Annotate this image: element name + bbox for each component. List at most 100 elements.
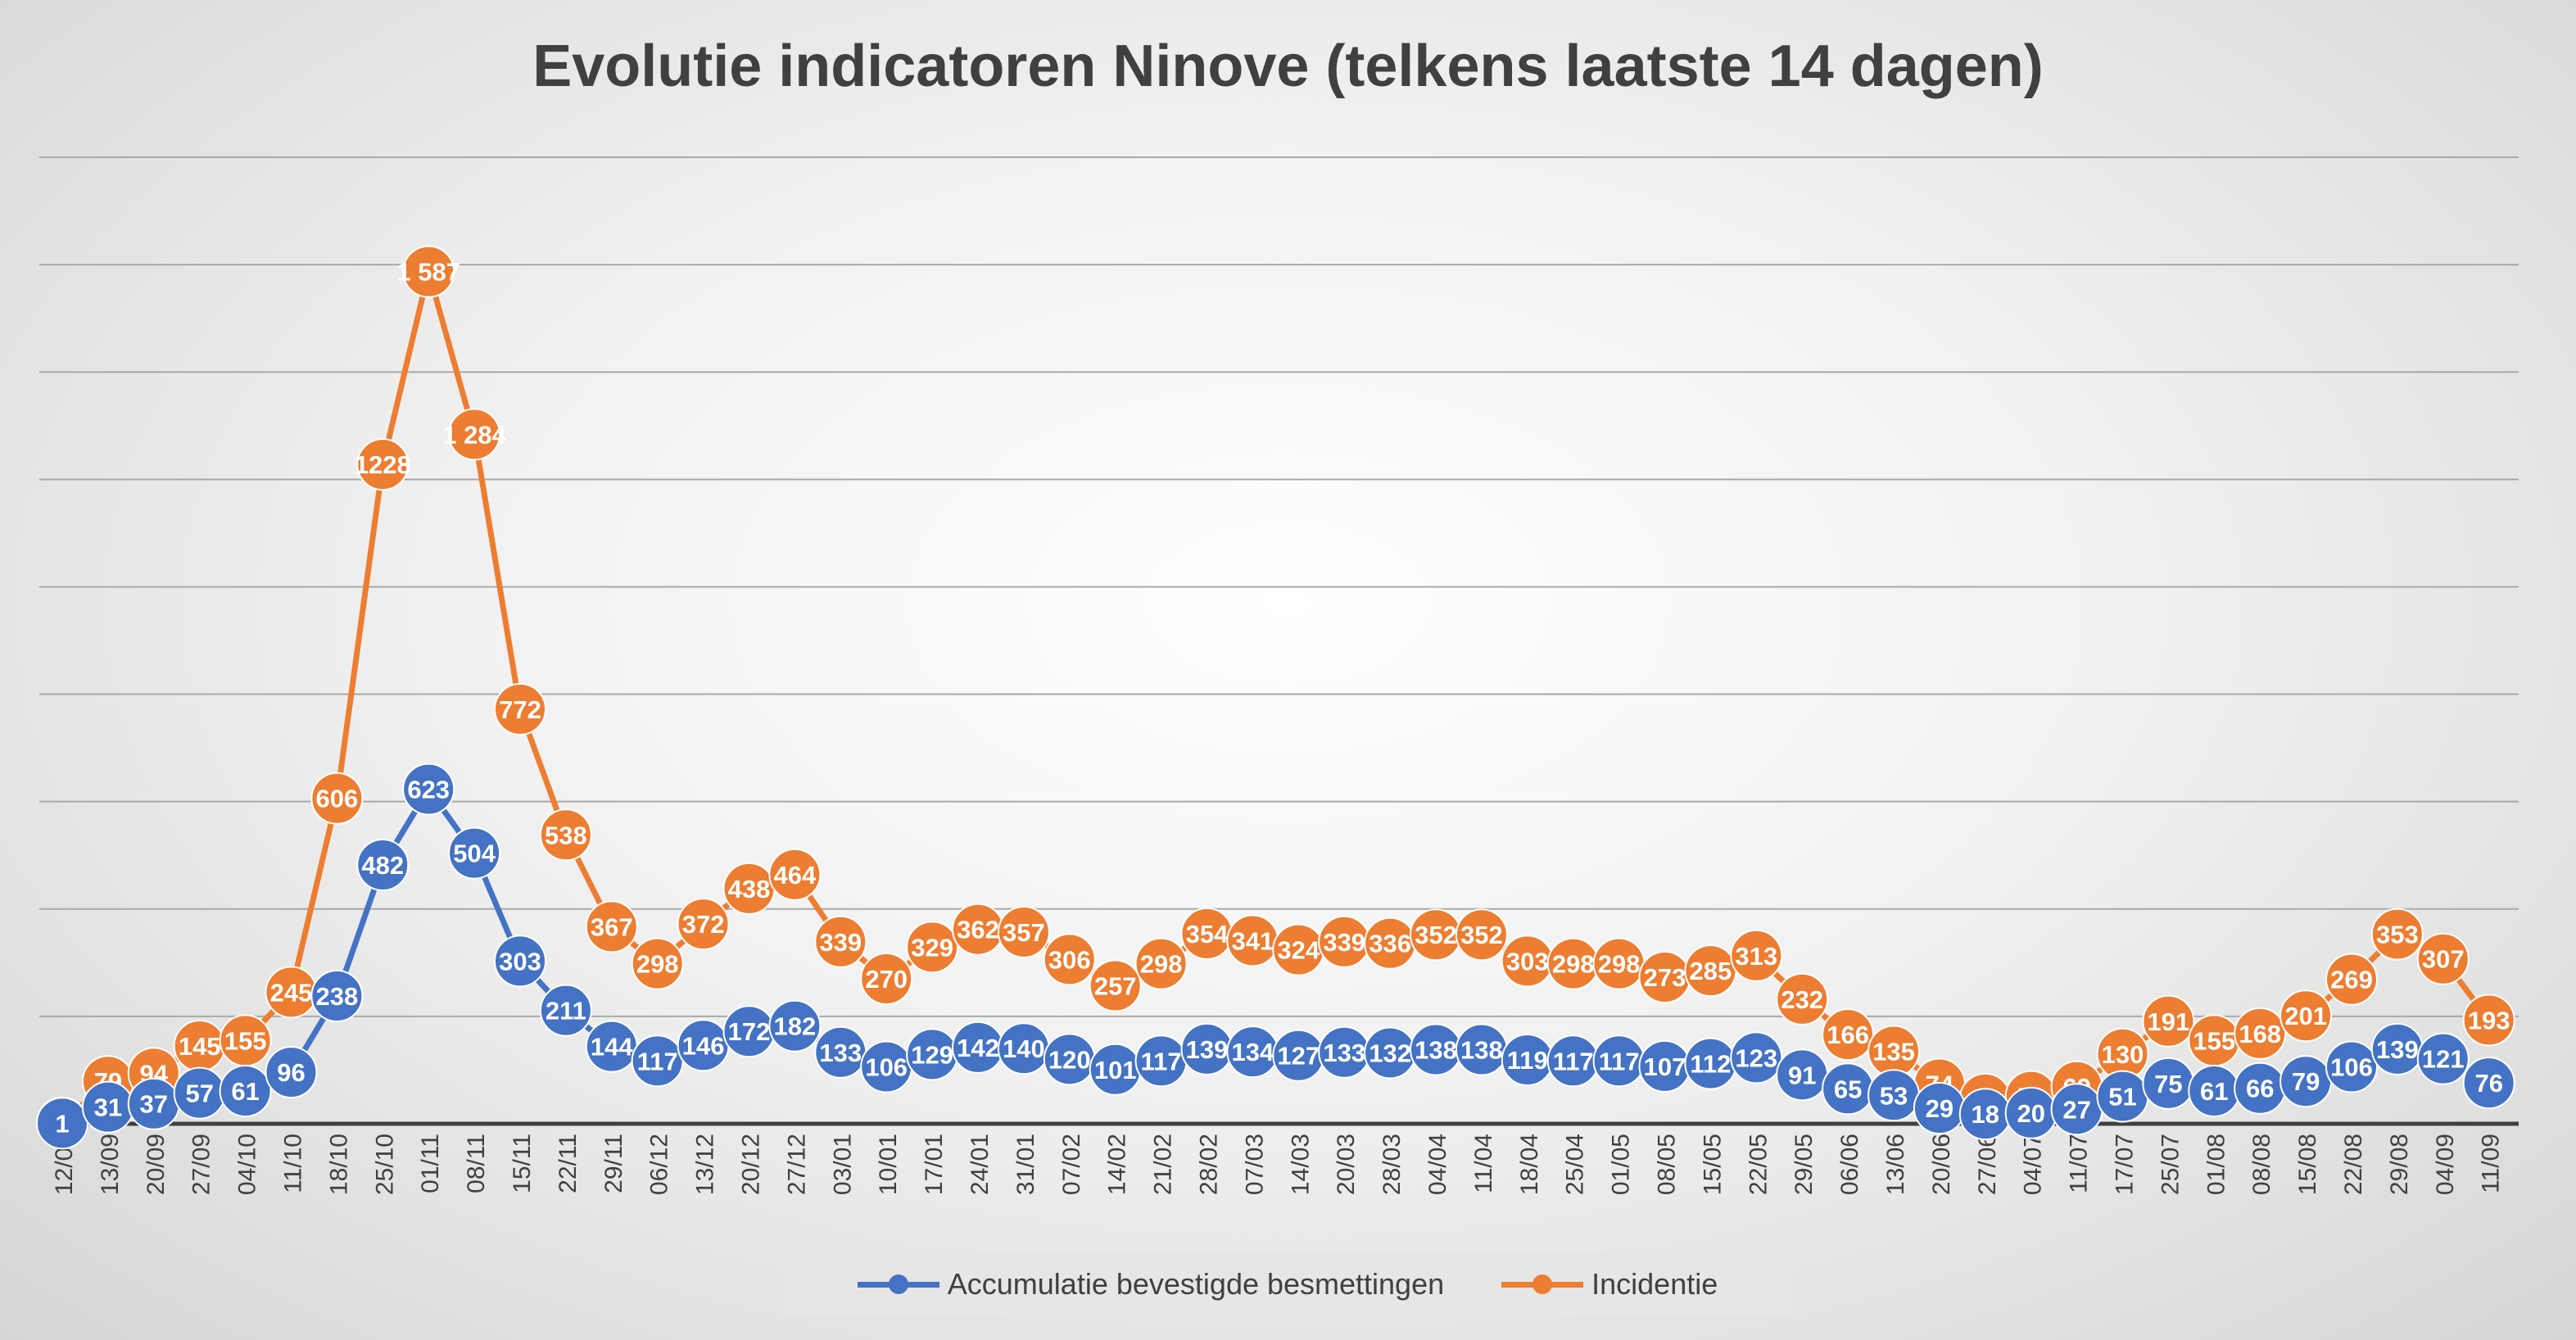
x-tick-label: 28/03 <box>1379 1134 1406 1195</box>
data-point <box>1455 908 1508 962</box>
data-label: 504 <box>453 840 496 868</box>
data-point <box>219 1065 272 1118</box>
data-point <box>2416 1032 2470 1085</box>
data-label: 464 <box>774 861 817 890</box>
x-tick-label: 06/12 <box>646 1134 673 1195</box>
data-label: 139 <box>1186 1035 1229 1064</box>
data-point <box>2234 1007 2287 1060</box>
x-tick-label: 10/01 <box>875 1134 902 1195</box>
x-tick-label: 04/09 <box>2432 1134 2459 1195</box>
data-point <box>1730 1031 1783 1084</box>
data-point <box>539 984 592 1037</box>
data-label: 307 <box>2422 945 2465 974</box>
legend-label-accumulatie: Accumulatie bevestigde besmettingen <box>947 1267 1445 1301</box>
data-label: 329 <box>911 933 953 962</box>
x-tick-label: 14/03 <box>1287 1134 1314 1195</box>
data-label: 1228 <box>355 450 411 479</box>
data-label: 65 <box>1834 1075 1862 1103</box>
x-tick-label: 18/04 <box>1516 1134 1543 1195</box>
data-label: 193 <box>2468 1006 2510 1034</box>
data-point <box>2142 994 2195 1048</box>
data-point <box>997 905 1050 958</box>
data-label: 172 <box>728 1017 771 1046</box>
data-label: 135 <box>1872 1038 1915 1066</box>
data-point <box>2462 1057 2515 1110</box>
data-label: 285 <box>1690 957 1732 985</box>
data-label: 367 <box>591 912 633 941</box>
series-line <box>60 269 2492 1125</box>
data-label: 51 <box>2108 1083 2136 1111</box>
x-tick-label: 11/10 <box>280 1134 307 1193</box>
data-label: 140 <box>1003 1034 1045 1063</box>
data-label: 313 <box>1735 942 1777 971</box>
data-label: 1 <box>55 1109 69 1138</box>
data-point <box>677 898 730 951</box>
x-tick-label: 11/07 <box>2066 1134 2093 1193</box>
data-label: 133 <box>819 1039 862 1067</box>
data-label: 120 <box>1048 1045 1091 1074</box>
data-label: 211 <box>546 997 586 1025</box>
x-tick-label: 28/02 <box>1196 1134 1223 1195</box>
data-point <box>494 935 546 988</box>
data-label: 20 <box>2017 1099 2044 1128</box>
data-point <box>2279 989 2333 1043</box>
data-point <box>265 1046 318 1099</box>
data-label: 306 <box>1048 945 1091 974</box>
x-tick-label: 04/10 <box>234 1134 261 1195</box>
x-tick-label: 25/10 <box>371 1134 398 1195</box>
data-label: 270 <box>865 965 908 994</box>
data-point <box>448 408 501 461</box>
data-label: 336 <box>1369 930 1411 958</box>
data-point <box>2370 908 2424 961</box>
legend-marker-orange-icon <box>1501 1274 1584 1294</box>
data-label: 53 <box>1880 1081 1908 1110</box>
data-label: 353 <box>2376 921 2419 949</box>
x-tick-label: 01/05 <box>1608 1134 1635 1195</box>
data-label: 341 <box>1232 926 1274 955</box>
data-label: 238 <box>316 982 359 1011</box>
x-tick-label: 25/04 <box>1562 1134 1589 1195</box>
data-label: 482 <box>361 851 404 880</box>
data-label: 57 <box>185 1080 213 1108</box>
data-label: 146 <box>682 1031 725 1060</box>
data-label: 127 <box>1277 1042 1320 1071</box>
legend-item-incidentie: Incidentie <box>1501 1267 1718 1302</box>
data-point <box>1043 933 1096 986</box>
data-point <box>1776 972 1829 1025</box>
x-tick-label: 20/12 <box>738 1134 765 1195</box>
data-label: 155 <box>224 1026 267 1055</box>
x-tick-label: 20/09 <box>143 1134 170 1195</box>
x-tick-label: 13/12 <box>692 1134 719 1195</box>
x-tick-label: 13/09 <box>97 1134 124 1195</box>
legend-item-accumulatie: Accumulatie bevestigde besmettingen <box>857 1267 1445 1302</box>
data-label: 132 <box>1369 1039 1411 1067</box>
data-label: 138 <box>1460 1036 1503 1065</box>
data-label: 117 <box>637 1047 678 1075</box>
data-label: 354 <box>1186 920 1229 948</box>
data-label: 75 <box>2154 1070 2182 1098</box>
data-label: 269 <box>2330 966 2373 994</box>
data-point <box>402 763 455 816</box>
data-label: 123 <box>1735 1043 1777 1072</box>
x-tick-label: 27/06 <box>1974 1134 2001 1195</box>
x-tick-label: 01/11 <box>417 1134 444 1193</box>
data-label: 101 <box>1094 1056 1137 1084</box>
data-label: 357 <box>1003 918 1045 947</box>
data-label: 538 <box>545 821 587 849</box>
data-label: 438 <box>728 875 771 903</box>
x-tick-label: 20/03 <box>1333 1134 1360 1195</box>
data-point <box>906 921 959 974</box>
x-tick-label: 11/04 <box>1470 1134 1497 1193</box>
x-tick-label: 06/06 <box>1836 1134 1863 1195</box>
data-label: 303 <box>1506 947 1549 976</box>
data-label: 139 <box>2376 1035 2419 1064</box>
legend-marker-blue-icon <box>857 1274 939 1294</box>
x-tick-label: 08/11 <box>463 1134 490 1193</box>
data-point <box>768 848 822 901</box>
data-point <box>768 999 822 1053</box>
data-point <box>539 808 592 862</box>
data-point <box>631 937 684 990</box>
data-label: 142 <box>957 1034 999 1062</box>
data-label: 79 <box>2292 1067 2320 1096</box>
